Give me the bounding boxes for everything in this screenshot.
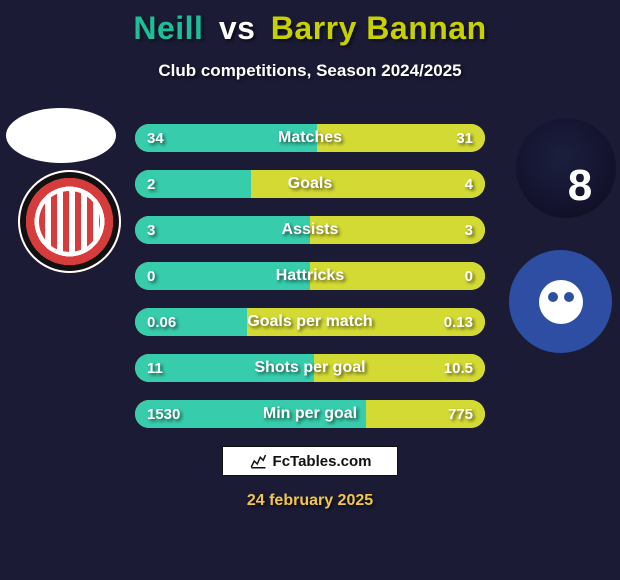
stat-row: Hattricks0 0 [135,262,485,290]
subtitle: Club competitions, Season 2024/2025 [0,61,620,81]
stat-value-left: 11 [135,354,175,382]
date-text: 24 february 2025 [0,492,620,510]
title-vs: vs [219,10,256,46]
stat-row: Shots per goal1110.5 [135,354,485,382]
stat-value-right: 10.5 [432,354,485,382]
stat-label: Goals [135,170,485,198]
brand-text: FcTables.com [273,453,372,470]
owl-icon [539,280,583,324]
title-player1: Neill [133,10,203,46]
title-player2: Barry Bannan [271,10,487,46]
stat-value-right: 775 [436,400,485,428]
stat-value-left: 3 [135,216,167,244]
stat-row: Assists3 3 [135,216,485,244]
stat-label: Matches [135,124,485,152]
stat-row: Goals per match0.060.13 [135,308,485,336]
stat-row: Goals2 4 [135,170,485,198]
brand-badge[interactable]: FcTables.com [222,446,398,476]
stat-value-left: 2 [135,170,167,198]
player2-club-badge [509,250,612,353]
stat-value-left: 34 [135,124,176,152]
stat-value-right: 3 [453,216,485,244]
stat-label: Hattricks [135,262,485,290]
comparison-card: Neill vs Barry Bannan Club competitions,… [0,0,620,580]
player1-avatar [6,108,116,163]
stat-value-left: 1530 [135,400,192,428]
stat-value-right: 0 [453,262,485,290]
stat-value-right: 4 [453,170,485,198]
stats-list: Matches34 31 Goals2 4 Assists3 3 Hattricks0 0 Go… [135,124,485,446]
stat-value-right: 31 [444,124,485,152]
page-title: Neill vs Barry Bannan [0,10,620,47]
stat-value-left: 0.06 [135,308,188,336]
stat-row: Matches34 31 [135,124,485,152]
stat-value-right: 0.13 [432,308,485,336]
stat-row: Min per goal1530775 [135,400,485,428]
stat-value-left: 0 [135,262,167,290]
player2-jersey-number: 8 [568,161,592,211]
player1-club-badge [18,170,121,273]
stat-label: Assists [135,216,485,244]
player2-avatar: 8 [516,118,616,218]
chart-icon [249,452,267,470]
